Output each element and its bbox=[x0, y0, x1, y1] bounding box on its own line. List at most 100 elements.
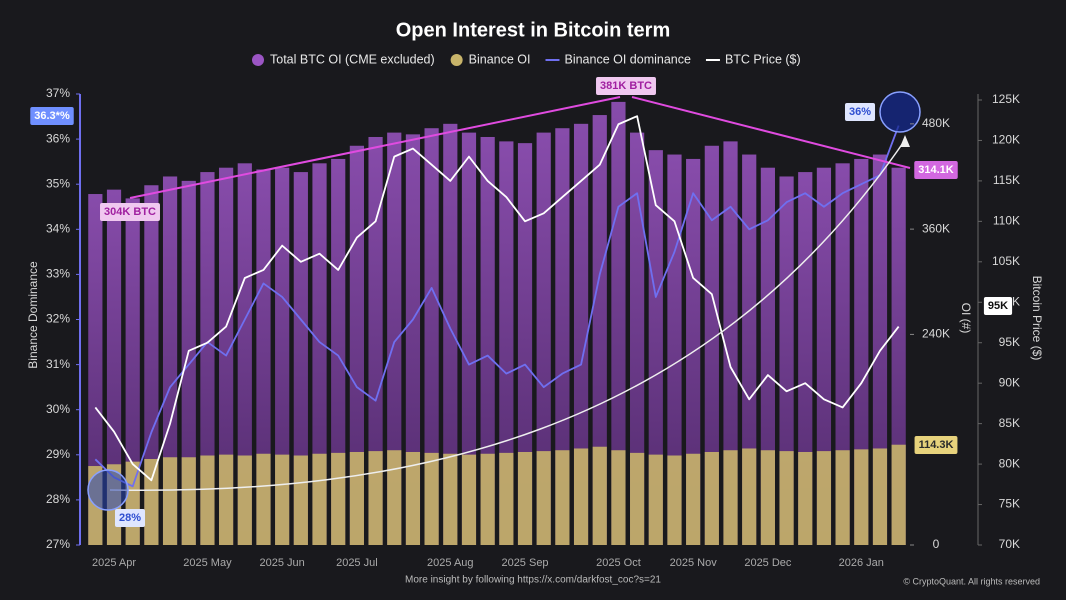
x-tick-label: 2025 Nov bbox=[670, 557, 718, 569]
annotation-box bbox=[844, 103, 876, 121]
bar bbox=[648, 150, 663, 545]
y-tick-label: 32% bbox=[46, 312, 70, 326]
bar bbox=[835, 163, 850, 545]
y-tick-label: 27% bbox=[46, 537, 70, 551]
bar bbox=[312, 453, 327, 545]
legend-label: Binance OI dominance bbox=[564, 52, 691, 66]
y2-tick-label: 85K bbox=[999, 416, 1020, 430]
bar bbox=[854, 449, 869, 545]
bar bbox=[835, 450, 850, 545]
y-tick-label: 36% bbox=[46, 131, 70, 145]
oi-tick-label: 360K bbox=[922, 221, 950, 235]
bar bbox=[517, 143, 533, 546]
bar bbox=[872, 448, 888, 545]
bar bbox=[181, 180, 196, 545]
arrow-head bbox=[900, 135, 910, 147]
annotation: 28% bbox=[119, 512, 141, 524]
annotation-box bbox=[30, 107, 74, 125]
highlight-circle bbox=[879, 91, 921, 133]
y2-tick-label: 95K bbox=[999, 335, 1020, 349]
bar bbox=[611, 101, 626, 546]
bar bbox=[162, 176, 178, 546]
legend-label: Total BTC OI (CME excluded) bbox=[270, 52, 435, 66]
bar bbox=[723, 450, 738, 545]
x-tick-label: 2025 May bbox=[183, 557, 232, 569]
bar bbox=[293, 455, 308, 545]
bar bbox=[742, 154, 757, 546]
y2-tick-label: 80K bbox=[999, 456, 1020, 470]
bar bbox=[704, 145, 719, 545]
bar bbox=[816, 451, 832, 545]
y2-tick-label: 120K bbox=[992, 133, 1020, 147]
footer: More insight by following https://x.com/… bbox=[405, 575, 661, 586]
annotation: 95K bbox=[988, 300, 1008, 312]
bar bbox=[106, 189, 122, 545]
bar bbox=[331, 452, 346, 545]
bar bbox=[611, 450, 626, 545]
bar bbox=[760, 450, 775, 545]
y-tick-label: 31% bbox=[46, 357, 70, 371]
bar bbox=[536, 132, 551, 546]
bar bbox=[461, 132, 477, 546]
bar bbox=[424, 128, 439, 545]
annotation: 114.3K bbox=[919, 439, 954, 451]
bar bbox=[499, 452, 514, 545]
bar bbox=[424, 452, 439, 545]
decorations bbox=[87, 91, 921, 511]
bar bbox=[480, 136, 495, 546]
x-tick-label: 2025 Jun bbox=[260, 557, 305, 569]
bar bbox=[742, 448, 757, 545]
annotation-box bbox=[914, 436, 958, 454]
x-tick-label: 2026 Jan bbox=[839, 557, 884, 569]
bar bbox=[368, 136, 383, 546]
y2-tick-label: 75K bbox=[999, 497, 1020, 511]
y-tick-label: 28% bbox=[46, 492, 70, 506]
y2-tick-label: 105K bbox=[992, 254, 1020, 268]
y-tick-label: 29% bbox=[46, 447, 70, 461]
bar bbox=[779, 451, 794, 545]
trend-line bbox=[129, 96, 621, 199]
y-tick-label: 37% bbox=[46, 86, 70, 100]
highlight-circle bbox=[87, 469, 129, 511]
annotation-box bbox=[100, 203, 160, 221]
bar bbox=[704, 451, 719, 545]
bar bbox=[275, 454, 290, 545]
bar bbox=[275, 167, 290, 545]
line bbox=[94, 115, 900, 482]
bar bbox=[293, 172, 308, 546]
bar bbox=[630, 452, 645, 545]
annotation-box bbox=[914, 161, 958, 179]
x-tick-label: 2025 Jul bbox=[336, 557, 378, 569]
bar bbox=[349, 451, 364, 545]
bar bbox=[331, 158, 346, 545]
bar bbox=[798, 451, 813, 545]
bar bbox=[237, 163, 252, 545]
oi-tick-label: 240K bbox=[922, 327, 950, 341]
annotation-box bbox=[596, 77, 656, 95]
bar bbox=[387, 132, 402, 546]
bar bbox=[200, 455, 215, 545]
bar bbox=[256, 169, 271, 545]
annotation: 304K BTC bbox=[104, 206, 156, 218]
bar bbox=[517, 451, 533, 545]
legend-label: BTC Price ($) bbox=[725, 52, 801, 66]
bar bbox=[368, 451, 383, 545]
bar bbox=[592, 115, 607, 546]
annotation-box bbox=[983, 297, 1013, 315]
annotation: 36.3*% bbox=[34, 110, 70, 122]
annotation: 36% bbox=[849, 106, 871, 118]
bar bbox=[667, 154, 682, 546]
y2-tick-label: 110K bbox=[993, 214, 1020, 228]
bar bbox=[854, 158, 869, 545]
oi-tick-label: 480K bbox=[922, 116, 950, 130]
x-tick-label: 2025 Dec bbox=[744, 557, 792, 569]
bar bbox=[387, 450, 402, 545]
bar bbox=[256, 453, 271, 545]
legend-label: Binance OI bbox=[469, 52, 531, 66]
bar bbox=[443, 123, 458, 545]
bar bbox=[648, 454, 663, 545]
y-tick-label: 30% bbox=[46, 402, 70, 416]
y2-tick-label: 125K bbox=[992, 92, 1020, 106]
